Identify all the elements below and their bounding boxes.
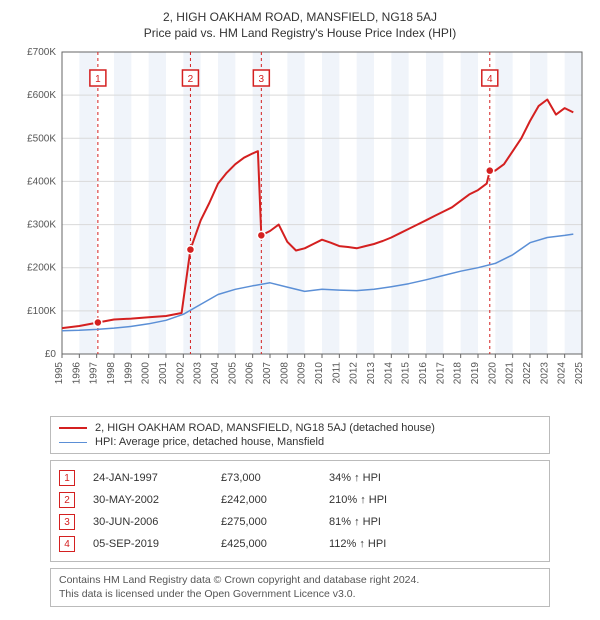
- svg-text:2007: 2007: [262, 362, 273, 385]
- svg-text:£300K: £300K: [27, 220, 56, 231]
- svg-text:3: 3: [259, 74, 265, 85]
- svg-text:2: 2: [188, 74, 194, 85]
- table-row: 3 30-JUN-2006 £275,000 81% ↑ HPI: [59, 511, 541, 533]
- page-title: 2, HIGH OAKHAM ROAD, MANSFIELD, NG18 5AJ: [12, 10, 588, 24]
- tx-price: £73,000: [221, 472, 311, 484]
- svg-text:2022: 2022: [522, 362, 533, 385]
- svg-text:4: 4: [487, 74, 493, 85]
- tx-badge: 3: [59, 514, 75, 530]
- svg-text:£0: £0: [45, 349, 57, 360]
- svg-text:2018: 2018: [453, 362, 464, 385]
- svg-text:1995: 1995: [54, 362, 65, 385]
- svg-text:2023: 2023: [539, 362, 550, 385]
- tx-badge: 4: [59, 536, 75, 552]
- tx-date: 30-JUN-2006: [93, 516, 203, 528]
- svg-text:£700K: £700K: [27, 48, 56, 58]
- svg-text:2020: 2020: [487, 362, 498, 385]
- svg-text:2012: 2012: [349, 362, 360, 385]
- svg-text:2001: 2001: [158, 362, 169, 385]
- svg-text:2019: 2019: [470, 362, 481, 385]
- svg-text:2021: 2021: [505, 362, 516, 385]
- table-row: 2 30-MAY-2002 £242,000 210% ↑ HPI: [59, 489, 541, 511]
- tx-date: 24-JAN-1997: [93, 472, 203, 484]
- svg-text:2024: 2024: [557, 362, 568, 385]
- transactions-table: 1 24-JAN-1997 £73,000 34% ↑ HPI 2 30-MAY-2002…: [50, 460, 550, 562]
- legend: 2, HIGH OAKHAM ROAD, MANSFIELD, NG18 5AJ…: [50, 416, 550, 454]
- tx-price: £425,000: [221, 538, 311, 550]
- tx-pct: 210% ↑ HPI: [329, 494, 459, 506]
- footer-line2: This data is licensed under the Open Gov…: [59, 588, 541, 602]
- svg-text:2006: 2006: [245, 362, 256, 385]
- tx-pct: 34% ↑ HPI: [329, 472, 459, 484]
- tx-date: 05-SEP-2019: [93, 538, 203, 550]
- svg-text:2017: 2017: [435, 362, 446, 385]
- legend-label: 2, HIGH OAKHAM ROAD, MANSFIELD, NG18 5AJ…: [95, 422, 435, 434]
- chart-svg: £0 £100K £200K £300K £400K £500K £600K £700K 199…: [12, 48, 588, 408]
- tx-badge: 1: [59, 470, 75, 486]
- tx-pct: 112% ↑ HPI: [329, 538, 459, 550]
- tx-price: £275,000: [221, 516, 311, 528]
- svg-text:2003: 2003: [193, 362, 204, 385]
- svg-text:£200K: £200K: [27, 263, 56, 274]
- svg-text:2009: 2009: [297, 362, 308, 385]
- svg-text:2000: 2000: [141, 362, 152, 385]
- legend-item: HPI: Average price, detached house, Mans…: [59, 435, 541, 449]
- legend-label: HPI: Average price, detached house, Mans…: [95, 436, 324, 448]
- svg-text:1996: 1996: [71, 362, 82, 385]
- page-subtitle: Price paid vs. HM Land Registry's House …: [12, 26, 588, 40]
- tx-badge: 2: [59, 492, 75, 508]
- svg-text:£500K: £500K: [27, 133, 56, 144]
- footer-line1: Contains HM Land Registry data © Crown c…: [59, 574, 541, 588]
- tx-date: 30-MAY-2002: [93, 494, 203, 506]
- svg-text:2011: 2011: [331, 362, 342, 384]
- svg-text:2002: 2002: [175, 362, 186, 385]
- svg-text:1998: 1998: [106, 362, 117, 385]
- price-chart: £0 £100K £200K £300K £400K £500K £600K £700K 199…: [12, 48, 588, 408]
- svg-text:1997: 1997: [89, 362, 100, 385]
- tx-pct: 81% ↑ HPI: [329, 516, 459, 528]
- footer-attribution: Contains HM Land Registry data © Crown c…: [50, 568, 550, 607]
- legend-swatch: [59, 427, 87, 429]
- svg-text:2013: 2013: [366, 362, 377, 385]
- tx-price: £242,000: [221, 494, 311, 506]
- svg-text:2015: 2015: [401, 362, 412, 385]
- svg-text:2016: 2016: [418, 362, 429, 385]
- legend-item: 2, HIGH OAKHAM ROAD, MANSFIELD, NG18 5AJ…: [59, 421, 541, 435]
- svg-text:2010: 2010: [314, 362, 325, 385]
- table-row: 1 24-JAN-1997 £73,000 34% ↑ HPI: [59, 467, 541, 489]
- svg-text:2004: 2004: [210, 362, 221, 385]
- table-row: 4 05-SEP-2019 £425,000 112% ↑ HPI: [59, 533, 541, 555]
- svg-text:2008: 2008: [279, 362, 290, 385]
- svg-text:2014: 2014: [383, 362, 394, 385]
- svg-text:£600K: £600K: [27, 90, 56, 101]
- svg-text:2005: 2005: [227, 362, 238, 385]
- svg-text:2025: 2025: [574, 362, 585, 385]
- svg-text:1999: 1999: [123, 362, 134, 385]
- svg-text:£100K: £100K: [27, 306, 56, 317]
- legend-swatch: [59, 442, 87, 443]
- svg-text:1: 1: [95, 74, 101, 85]
- svg-text:£400K: £400K: [27, 176, 56, 187]
